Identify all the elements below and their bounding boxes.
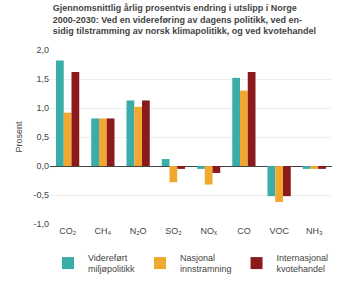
svg-text:VOC: VOC [269, 226, 289, 236]
svg-text:SO₂: SO₂ [165, 226, 182, 236]
svg-text:Nasjonalinnstramning: Nasjonalinnstramning [180, 253, 232, 275]
svg-text:Videreførtmiljøpolitikk: Videreførtmiljøpolitikk [88, 253, 135, 275]
svg-text:2,0: 2,0 [36, 45, 49, 55]
svg-text:NOₓ: NOₓ [200, 226, 217, 236]
svg-text:0,5: 0,5 [36, 132, 49, 142]
svg-text:CO: CO [237, 226, 251, 236]
svg-text:-0,5: -0,5 [33, 190, 49, 200]
svg-text:Prosent: Prosent [14, 121, 24, 153]
svg-text:Internasjonalkvotehandel: Internasjonalkvotehandel [277, 253, 329, 275]
svg-text:1,5: 1,5 [36, 74, 49, 84]
svg-text:CO₂: CO₂ [59, 226, 77, 236]
svg-text:Gjennomsnittlig årlig prosentv: Gjennomsnittlig årlig prosentvis endring… [53, 3, 316, 36]
svg-text:1,0: 1,0 [36, 103, 49, 113]
svg-text:0,0: 0,0 [36, 161, 49, 171]
svg-text:N₂O: N₂O [130, 226, 147, 236]
svg-text:-1,0: -1,0 [33, 219, 49, 229]
svg-text:NH₃: NH₃ [306, 226, 323, 236]
svg-text:CH₄: CH₄ [95, 226, 112, 236]
